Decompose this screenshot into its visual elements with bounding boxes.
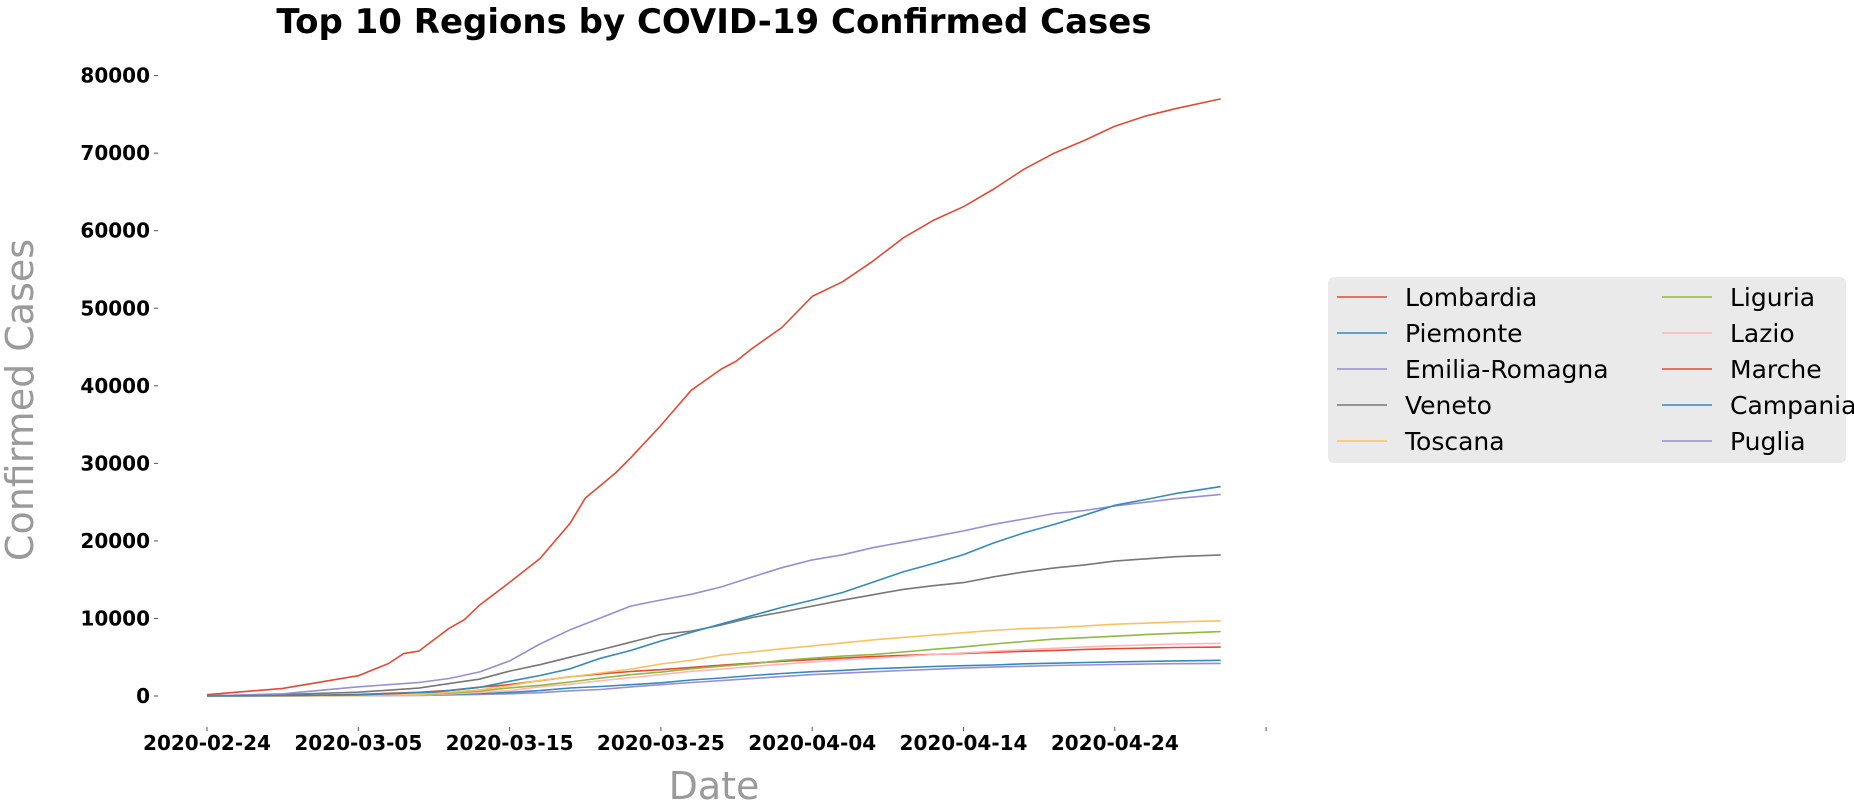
legend-label-veneto: Veneto: [1405, 391, 1492, 420]
legend-label-marche: Marche: [1730, 355, 1822, 384]
legend-label-lazio: Lazio: [1730, 319, 1795, 348]
legend-background: [1328, 277, 1846, 463]
series-line-veneto: [206, 554, 1221, 697]
series-line-marche: [206, 646, 1221, 697]
legend-label-campania: Campania: [1730, 391, 1854, 420]
legend: Lombardia Piemonte Emilia-Romagna Veneto Tos…: [1328, 277, 1854, 463]
legend-label-emilia-romagna: Emilia-Romagna: [1405, 355, 1609, 384]
series-line-puglia: [207, 662, 1221, 697]
legend-label-toscana: Toscana: [1404, 427, 1505, 456]
series-line-liguria: [206, 630, 1221, 697]
x-tick-label: 2020-03-25: [597, 731, 725, 755]
series-line-piemonte: [206, 485, 1221, 697]
x-tick-label: 2020-04-24: [1051, 731, 1179, 755]
y-tick-label: 50000: [80, 296, 150, 320]
y-axis-label: Confirmed Cases: [0, 239, 42, 561]
x-axis: 2020-02-24 2020-03-05 2020-03-15 2020-03-25…: [143, 727, 1267, 755]
legend-label-puglia: Puglia: [1730, 427, 1806, 456]
series-line-emilia-romagna: [206, 493, 1221, 697]
series-line-lombardia: [206, 98, 1221, 696]
y-tick-label: 10000: [80, 606, 150, 630]
y-tick-label: 0: [136, 684, 150, 708]
x-tick-label: 2020-03-05: [294, 731, 422, 755]
y-tick-label: 80000: [80, 64, 150, 88]
legend-label-lombardia: Lombardia: [1405, 283, 1537, 312]
x-axis-label: Date: [669, 764, 760, 808]
y-tick-label: 70000: [80, 141, 150, 165]
y-tick-label: 60000: [80, 219, 150, 243]
plot-area: [206, 98, 1221, 697]
x-tick-label: 2020-04-04: [748, 731, 876, 755]
chart-title: Top 10 Regions by COVID-19 Confirmed Cas…: [276, 2, 1151, 42]
legend-label-liguria: Liguria: [1730, 283, 1815, 312]
x-tick-label: 2020-02-24: [143, 731, 271, 755]
series-line-toscana: [206, 620, 1221, 697]
y-tick-label: 20000: [80, 529, 150, 553]
y-tick-label: 40000: [80, 374, 150, 398]
legend-label-piemonte: Piemonte: [1405, 319, 1523, 348]
x-tick-label: 2020-04-14: [900, 731, 1028, 755]
series-line-campania: [206, 659, 1221, 697]
series-line-lazio: [207, 642, 1221, 697]
y-tick-label: 30000: [80, 451, 150, 475]
y-axis: 0 10000 20000 30000 40000 50000 60000 70000 8000…: [80, 64, 158, 708]
x-tick-label: 2020-03-15: [446, 731, 574, 755]
